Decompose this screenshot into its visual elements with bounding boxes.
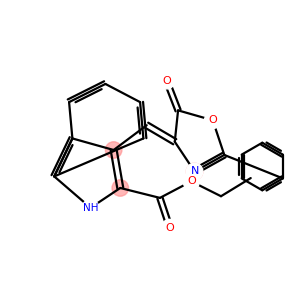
Text: O: O: [165, 223, 174, 232]
Circle shape: [186, 163, 203, 180]
Circle shape: [183, 173, 200, 190]
Text: O: O: [162, 76, 171, 85]
Text: O: O: [208, 115, 217, 125]
Circle shape: [205, 112, 221, 128]
Text: O: O: [187, 176, 196, 186]
Text: NH: NH: [83, 203, 98, 213]
Text: N: N: [190, 167, 199, 176]
Circle shape: [158, 72, 175, 89]
Circle shape: [105, 142, 122, 158]
Circle shape: [112, 180, 128, 196]
Circle shape: [82, 200, 99, 216]
Circle shape: [162, 219, 178, 236]
Circle shape: [186, 163, 203, 180]
